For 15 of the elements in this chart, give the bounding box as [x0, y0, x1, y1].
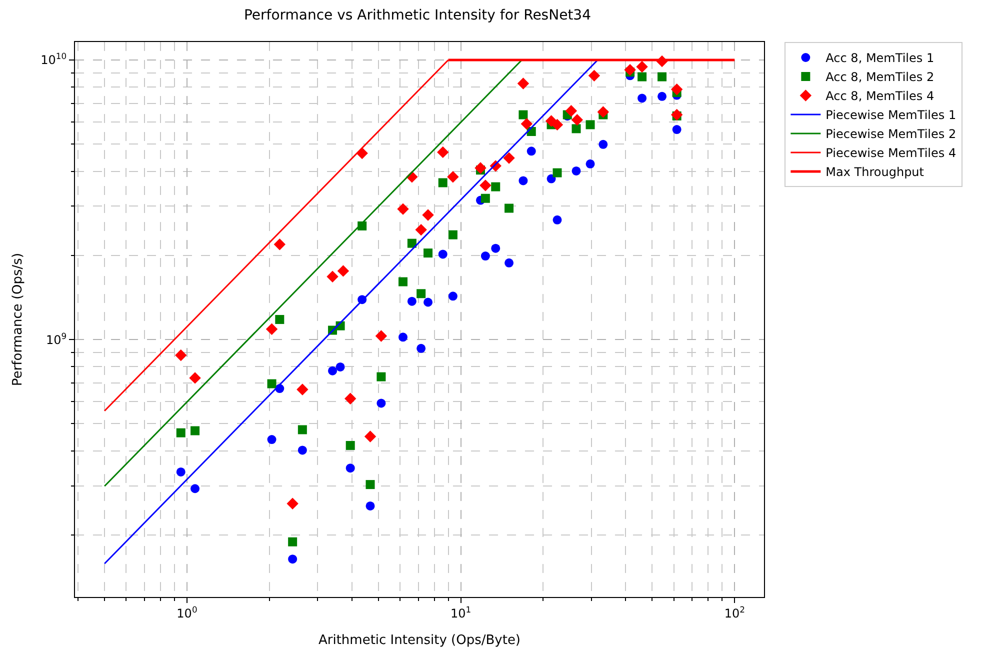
chart-title: Performance vs Arithmetic Intensity for ResNet34 [244, 8, 592, 24]
y-tick-label: 10$^{9}$ [46, 330, 67, 347]
x-tick-label: 10$^{0}$ [176, 604, 198, 620]
legend-label: Piecewise MemTiles 4 [826, 146, 956, 160]
legend-label: Acc 8, MemTiles 1 [826, 51, 934, 66]
legend-label: Acc 8, MemTiles 2 [826, 70, 934, 84]
legend-label: Piecewise MemTiles 1 [826, 108, 956, 122]
y-tick-label: 10$^{10}$ [40, 51, 67, 68]
x-tick-label: 10$^{1}$ [450, 604, 472, 620]
legend-label: Piecewise MemTiles 2 [826, 127, 956, 142]
x-axis-title: Arithmetic Intensity (Ops/Byte) [318, 633, 521, 648]
x-tick-label: 10$^{2}$ [724, 604, 745, 620]
legend-label: Max Throughput [826, 165, 924, 180]
legend-label: Acc 8, MemTiles 4 [826, 89, 934, 104]
y-axis-title: Performance (Ops/s) [10, 252, 26, 386]
